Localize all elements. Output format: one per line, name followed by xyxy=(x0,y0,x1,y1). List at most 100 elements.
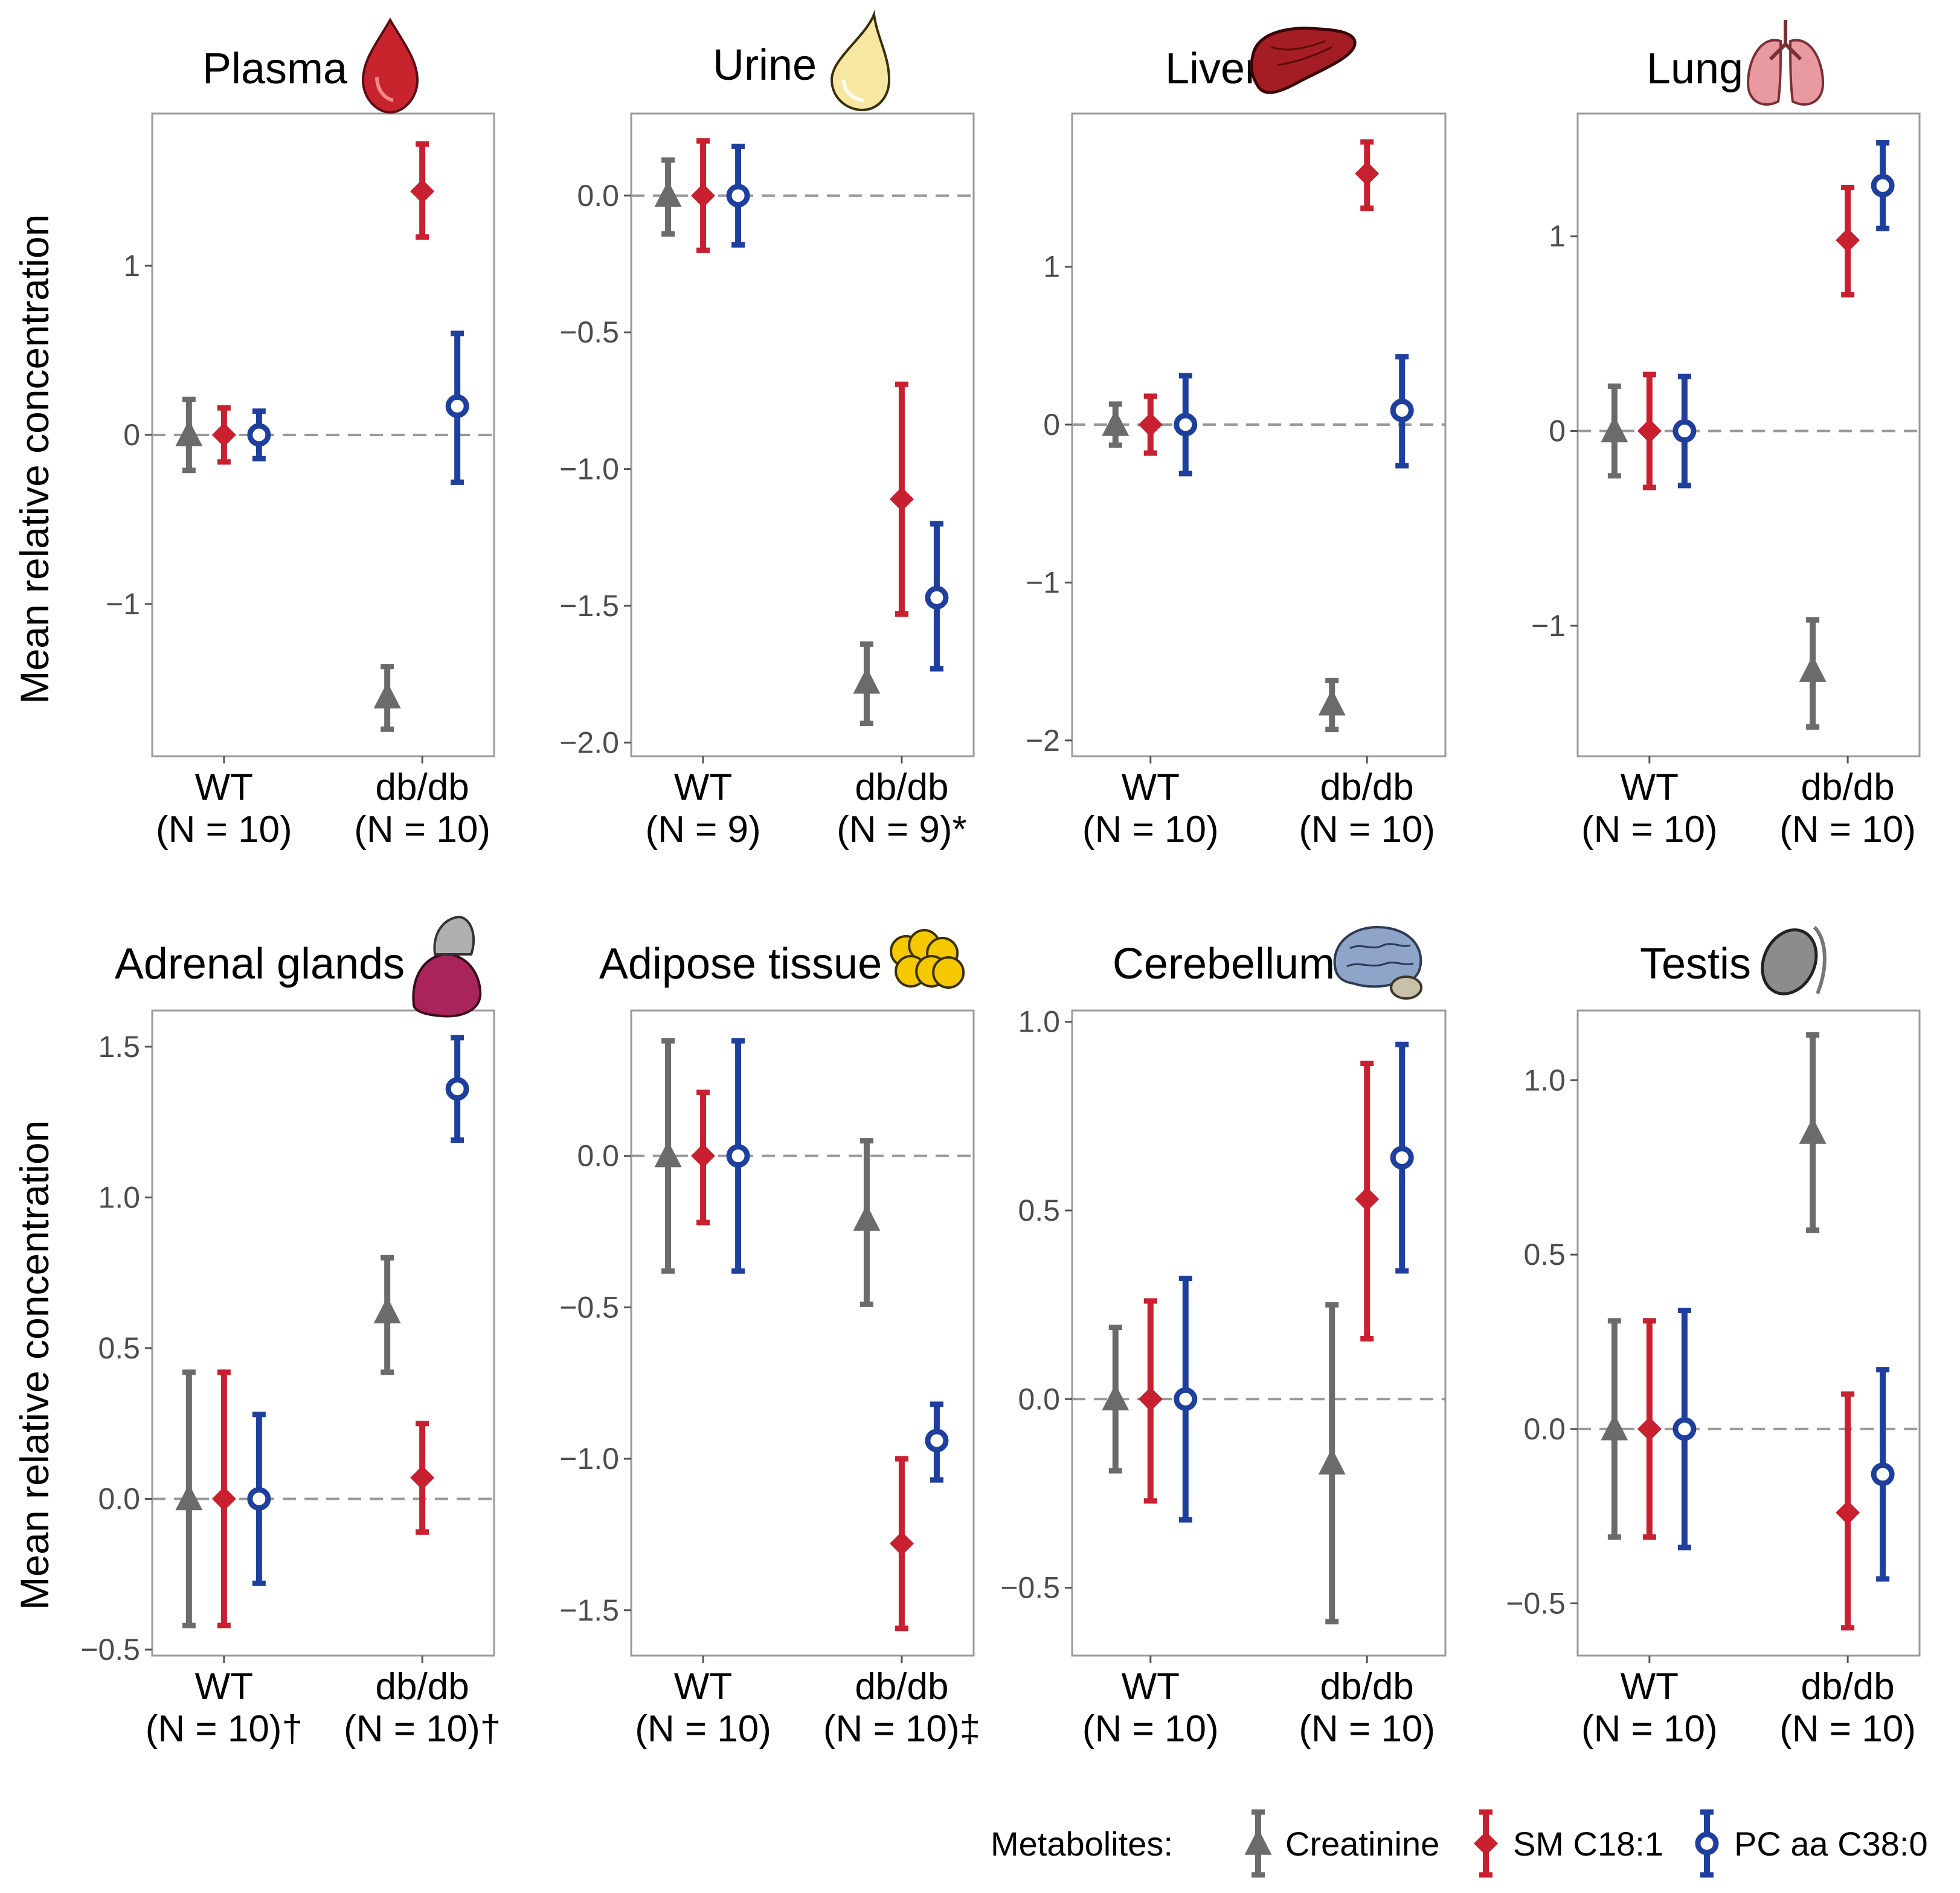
y-tick-label: −1 xyxy=(106,587,140,621)
urine-drop-icon xyxy=(831,10,891,112)
legend-creatinine-marker xyxy=(1244,1828,1272,1855)
panel-cerebellum: 1.00.50.0−0.5WT(N = 10)db/db(N = 10)Cere… xyxy=(1000,925,1447,1750)
point-pc-aa-c38-0-wt-marker xyxy=(1174,413,1198,437)
point-sm-c18-1-dbdb-marker xyxy=(889,1531,914,1556)
point-sm-c18-1-wt-marker xyxy=(1138,413,1163,437)
testis-shape xyxy=(1761,928,1818,995)
x-group-label: WT xyxy=(1122,767,1180,808)
trachea xyxy=(1769,20,1802,61)
panel-title: Liver xyxy=(1165,45,1259,93)
legend-sm-c18-1-label: SM C18:1 xyxy=(1513,1825,1663,1863)
liver-veins xyxy=(1271,40,1332,66)
y-tick-label: −0.5 xyxy=(559,315,619,349)
y-tick-label: −1.5 xyxy=(559,1593,619,1627)
point-pc-aa-c38-0-dbdb-marker xyxy=(1871,173,1895,198)
x-group-label: WT xyxy=(1621,767,1679,808)
x-group-n-label: (N = 10) xyxy=(1082,809,1219,850)
panel-title: Cerebellum xyxy=(1113,940,1335,988)
panel-title: Plasma xyxy=(202,45,348,93)
panel-frame xyxy=(151,1009,495,1657)
x-group-n-label: (N = 10) xyxy=(156,809,292,850)
x-group-label: WT xyxy=(674,767,732,808)
y-tick-label: −1.5 xyxy=(559,589,619,623)
panel-adrenal-glands: 1.51.00.50.0−0.5WT(N = 10)†db/db(N = 10)… xyxy=(80,915,501,1750)
point-creatinine-wt-marker xyxy=(1102,1384,1129,1411)
y-tick-label: 0 xyxy=(1549,414,1566,448)
point-sm-c18-1-wt-marker xyxy=(1138,1387,1163,1412)
panel-liver: 10−1−2WT(N = 10)db/db(N = 10)Liver xyxy=(1026,27,1447,850)
adipose-cells-icon xyxy=(890,929,965,989)
legend-pc-aa-c38-0-marker xyxy=(1695,1831,1719,1856)
point-sm-c18-1-dbdb-marker xyxy=(889,487,914,512)
point-creatinine-dbdb-marker xyxy=(1318,689,1346,716)
fat-cell-5 xyxy=(932,956,965,989)
x-group-n-label: (N = 10)‡ xyxy=(823,1708,980,1750)
x-group-n-label: (N = 10) xyxy=(1581,1708,1718,1750)
epididymis xyxy=(1813,925,1827,995)
panel-frame xyxy=(1071,1009,1447,1657)
y-tick-label: 1 xyxy=(1549,219,1566,253)
cerebrum-shape xyxy=(1333,925,1422,988)
y-tick-label: 0.0 xyxy=(98,1482,140,1515)
y-tick-label: 0.0 xyxy=(1523,1412,1566,1446)
liver-icon xyxy=(1250,27,1357,94)
y-tick-label: 1.0 xyxy=(1018,1005,1060,1039)
brain-icon xyxy=(1333,925,1423,1000)
point-sm-c18-1-dbdb-marker xyxy=(1355,161,1380,186)
kidney-shape xyxy=(412,953,482,1018)
y-tick-label: −0.5 xyxy=(80,1633,140,1666)
x-group-label: WT xyxy=(195,767,253,808)
x-group-label: db/db xyxy=(1320,767,1414,808)
x-group-n-label: (N = 10) xyxy=(635,1708,771,1750)
x-group-label: db/db xyxy=(855,767,948,808)
x-group-label: WT xyxy=(674,1666,732,1708)
legend-creatinine-label: Creatinine xyxy=(1285,1825,1439,1863)
x-group-n-label: (N = 10) xyxy=(1299,1708,1435,1750)
y-tick-label: −2.0 xyxy=(559,725,619,759)
x-group-n-label: (N = 10) xyxy=(1299,809,1435,850)
x-group-label: WT xyxy=(1621,1666,1679,1708)
panel-title: Lung xyxy=(1647,45,1743,93)
y-axis-label-bottom: Mean relative concentration xyxy=(12,1120,57,1610)
point-sm-c18-1-dbdb-marker xyxy=(1836,1500,1860,1525)
point-creatinine-wt-marker xyxy=(654,1140,682,1168)
point-pc-aa-c38-0-wt-marker xyxy=(247,1486,271,1511)
brain-folds xyxy=(1346,943,1414,968)
blood-drop-shine xyxy=(374,77,394,102)
point-creatinine-dbdb-marker xyxy=(853,1204,881,1231)
point-pc-aa-c38-0-wt-marker xyxy=(247,423,271,447)
x-group-n-label: (N = 10)† xyxy=(344,1708,501,1750)
urine-drop-shine xyxy=(841,79,864,103)
point-pc-aa-c38-0-wt-marker xyxy=(726,184,750,208)
y-tick-label: 0.5 xyxy=(1018,1194,1060,1227)
point-creatinine-wt-marker xyxy=(1102,410,1129,436)
testis-icon xyxy=(1761,925,1827,995)
y-tick-label: 0 xyxy=(123,418,140,452)
cerebellum-shape xyxy=(1390,975,1423,1000)
point-creatinine-wt-marker xyxy=(175,420,203,446)
y-tick-label: −0.5 xyxy=(559,1290,619,1324)
panel-frame xyxy=(1576,1009,1921,1657)
y-tick-label: 0.0 xyxy=(577,179,619,213)
y-tick-label: 1 xyxy=(123,249,140,283)
point-creatinine-dbdb-marker xyxy=(373,682,401,709)
panel-frame xyxy=(1071,112,1447,757)
panel-lung: 10−1WT(N = 10)db/db(N = 10)Lung xyxy=(1531,20,1921,850)
y-tick-label: 1 xyxy=(1043,250,1060,284)
point-creatinine-wt-marker xyxy=(654,180,682,207)
x-group-n-label: (N = 10) xyxy=(354,809,490,850)
blood-drop-icon xyxy=(361,17,419,114)
panel-frame xyxy=(630,1009,975,1657)
point-creatinine-dbdb-marker xyxy=(1799,655,1827,682)
point-sm-c18-1-wt-marker xyxy=(691,1143,716,1168)
point-creatinine-dbdb-marker xyxy=(853,667,881,694)
panel-title: Adipose tissue xyxy=(599,940,882,988)
point-pc-aa-c38-0-wt-marker xyxy=(1672,1417,1697,1441)
urine-drop-shape xyxy=(831,10,891,112)
x-group-label: db/db xyxy=(376,1666,469,1708)
lungs-icon xyxy=(1747,20,1825,106)
y-tick-label: 1.0 xyxy=(1523,1063,1566,1097)
point-sm-c18-1-wt-marker xyxy=(1637,419,1662,443)
